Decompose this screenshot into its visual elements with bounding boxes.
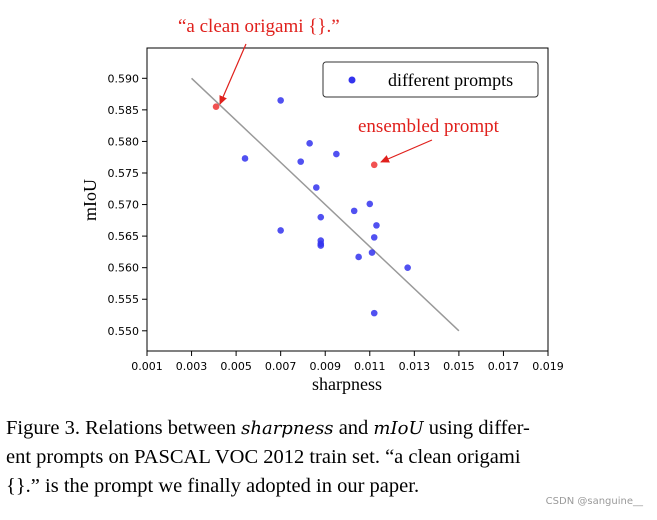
y-tick-label: 0.590 [108,72,140,85]
data-point [313,184,320,191]
data-points [212,97,411,317]
annotation-ensembled-arrow [380,139,433,163]
y-axis-ticks: 0.550 0.555 0.560 0.565 0.570 0.575 0.580 0.585… [108,72,147,338]
data-point [373,222,380,229]
legend-box [322,61,539,98]
caption-text: Figure 3. Relations between [6,417,242,439]
x-tick-label: 0.003 [176,360,208,373]
x-tick-label: 0.005 [220,360,252,373]
data-point [241,155,249,162]
x-axis-label: sharpness [312,374,382,394]
figure-caption: Figure 3. Relations between sharpness an… [6,414,646,501]
data-point [306,140,313,147]
data-point [333,150,340,158]
data-point [368,249,376,256]
x-tick-label: 0.015 [443,360,475,373]
data-point [297,158,305,165]
legend-label: different prompts [388,70,513,90]
data-point [277,97,284,104]
caption-term-miou: mIoU [373,418,424,439]
trend-line [191,77,460,332]
plot-area [146,47,549,352]
x-tick-label: 0.019 [532,360,564,373]
caption-line-3: {}.” is the prompt we finally adopted in… [6,475,420,497]
data-point [317,213,325,221]
annotation-origami-label: “a clean origami {}.” [178,16,340,37]
y-tick-label: 0.580 [108,135,140,148]
x-tick-label: 0.017 [488,360,520,373]
data-point [355,253,362,261]
caption-text: and [333,417,374,439]
data-point [370,234,378,241]
y-tick-label: 0.575 [108,167,140,180]
y-tick-label: 0.555 [108,293,140,306]
caption-term-sharpness: sharpness [241,418,334,439]
caption-line-1: Figure 3. Relations between sharpness an… [6,414,646,443]
x-tick-label: 0.007 [265,360,297,373]
x-tick-label: 0.001 [131,360,163,373]
annotation-origami-arrow [219,43,247,105]
highlighted-data-point [370,161,378,169]
data-point [277,227,284,234]
y-tick-label: 0.585 [108,104,140,117]
legend-marker [348,76,356,84]
y-tick-label: 0.570 [108,199,140,212]
y-axis-label: mIoU [80,179,100,221]
x-tick-label: 0.009 [309,360,341,373]
data-point [370,309,378,317]
scatter-chart: 0.001 0.003 0.005 0.007 0.009 0.011 0.013 0.015… [80,16,564,394]
data-point [366,200,374,208]
y-tick-label: 0.550 [108,325,140,338]
legend: different prompts [322,61,539,98]
y-tick-label: 0.560 [108,262,140,275]
caption-line-2: ent prompts on PASCAL VOC 2012 train set… [6,446,521,468]
data-point [317,242,325,249]
x-tick-label: 0.013 [399,360,431,373]
y-tick-label: 0.565 [108,230,140,243]
watermark: CSDN @sanguine__ [545,496,643,507]
data-point [404,264,411,271]
x-tick-label: 0.011 [354,360,386,373]
highlighted-data-point [212,103,220,111]
caption-text: using differ- [423,417,530,439]
x-axis-ticks: 0.001 0.003 0.005 0.007 0.009 0.011 0.013 0.015… [131,351,564,373]
data-point [350,207,358,215]
annotation-ensembled-label: ensembled prompt [358,116,500,137]
